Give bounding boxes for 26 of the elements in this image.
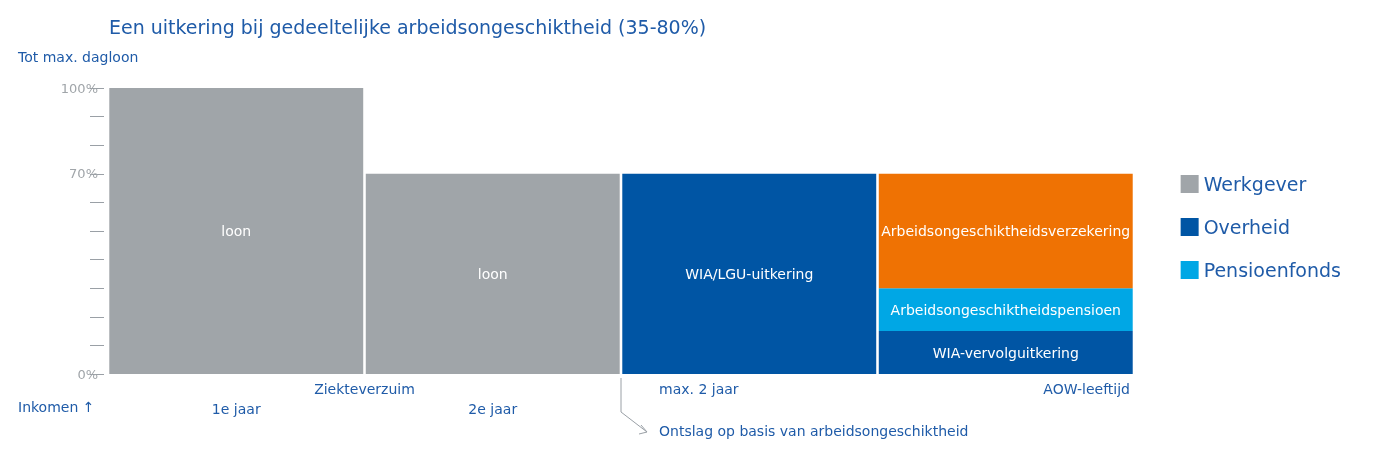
y-tick-label: 70% [69,166,98,182]
bar [365,173,620,374]
text: Ontslag op basis van arbeidsongeschiktheid [659,423,969,439]
text: max. 2 jaar [659,381,739,397]
y-axis-title: Tot max. dagloon [17,49,139,65]
legend-label: Overheid [1203,216,1291,238]
bar [878,173,1133,289]
text: Ziekteverzuim [314,381,415,397]
data-label: Arbeidsongeschiktheidspensioen [890,301,1121,318]
y-tick-label: 100% [60,80,98,96]
data-label: Arbeidsongeschiktheidsverzekering [881,223,1131,239]
data-label: WIA-vervolguitkering [932,344,1079,361]
data-label: loon [477,265,508,282]
data-label: WIA/LGU-uitkering [685,265,814,282]
bar [109,88,364,374]
chart-title: Een uitkering bij gedeeltelijke arbeidsongeschiktheid (35-80%) [109,15,707,38]
data-label: loon [221,223,252,239]
y-tick-label: 0% [77,366,98,382]
x-tick-label: 2e jaar [468,401,518,417]
legend-label: Pensioenfonds [1203,259,1342,281]
x-tick-label: 1e jaar [211,401,261,417]
text: AOW-leeftijd [1043,381,1130,397]
bar [622,173,877,374]
text: Inkomen ↑ [18,399,95,415]
bar [878,331,1133,374]
legend-label: Werkgever [1203,173,1307,195]
